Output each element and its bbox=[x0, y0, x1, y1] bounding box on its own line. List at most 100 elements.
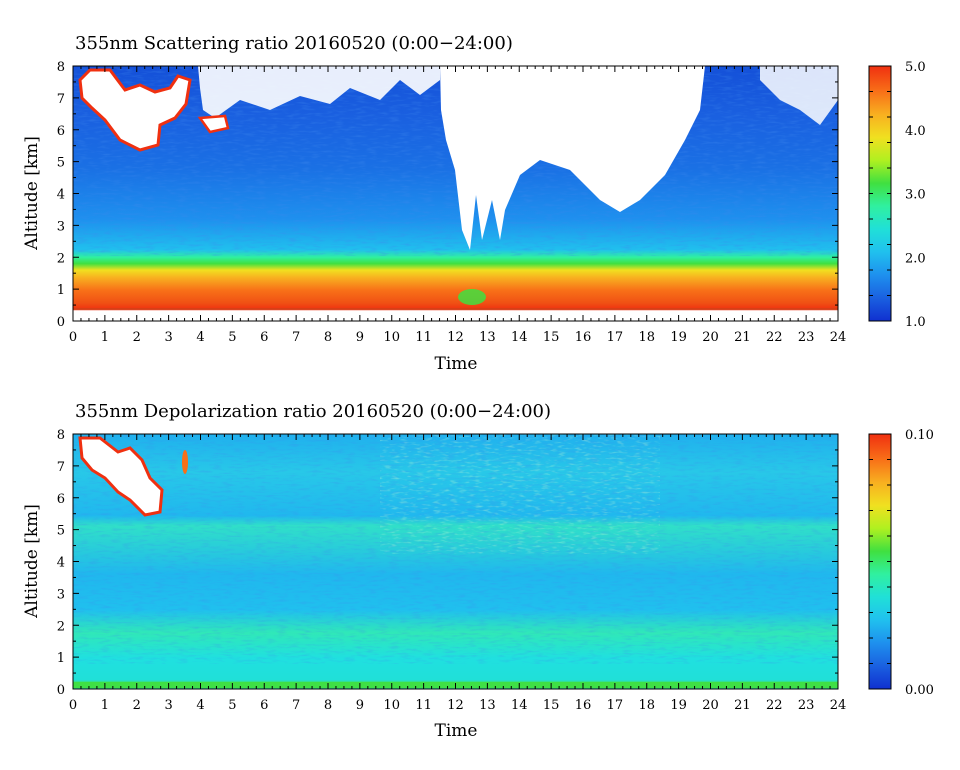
y-tick-label: 7 bbox=[57, 92, 65, 107]
x-tick-label: 16 bbox=[575, 330, 592, 345]
x-tick-label: 21 bbox=[734, 698, 751, 713]
x-tick-label: 17 bbox=[607, 330, 624, 345]
scattering-ratio-panel: 355nm Scattering ratio 20160520 (0:00−24… bbox=[22, 33, 926, 374]
cloud-feature bbox=[197, 114, 230, 134]
depolarization-heatmap bbox=[73, 434, 838, 689]
y-tick-label: 8 bbox=[57, 60, 65, 75]
colorbar-label: 0.10 bbox=[905, 428, 934, 443]
cloud-feature bbox=[78, 68, 192, 152]
x-tick-label: 3 bbox=[164, 698, 172, 713]
x-tick-label: 23 bbox=[798, 330, 815, 345]
x-tick-label: 0 bbox=[69, 698, 77, 713]
x-tick-label: 19 bbox=[670, 330, 687, 345]
x-tick-label: 24 bbox=[830, 330, 847, 345]
y-tick-label: 8 bbox=[57, 428, 65, 443]
y-tick-label: 6 bbox=[57, 124, 65, 139]
cloud-feature bbox=[182, 450, 188, 474]
y-axis-ticks: 0 1 2 3 4 5 6 7 8 bbox=[57, 428, 838, 698]
x-tick-label: 19 bbox=[670, 698, 687, 713]
x-tick-label: 11 bbox=[415, 698, 432, 713]
x-tick-label: 1 bbox=[101, 698, 109, 713]
x-tick-label: 4 bbox=[196, 330, 204, 345]
y-tick-label: 4 bbox=[57, 188, 65, 203]
colorbar-ticks: 5.0 4.0 3.0 2.0 1.0 bbox=[869, 60, 926, 330]
x-tick-label: 17 bbox=[607, 698, 624, 713]
x-axis-label: Time bbox=[435, 721, 478, 741]
colorbar-label: 0.00 bbox=[905, 683, 934, 698]
cloud-free-gap bbox=[198, 66, 440, 118]
y-tick-label: 2 bbox=[57, 619, 65, 634]
y-tick-label: 5 bbox=[57, 156, 65, 171]
colorbar-label: 3.0 bbox=[905, 188, 926, 203]
chart-title-scattering: 355nm Scattering ratio 20160520 (0:00−24… bbox=[75, 33, 513, 54]
x-tick-label: 5 bbox=[228, 330, 236, 345]
y-tick-label: 4 bbox=[57, 556, 65, 571]
x-tick-label: 8 bbox=[324, 698, 332, 713]
x-tick-label: 14 bbox=[511, 330, 528, 345]
x-tick-label: 9 bbox=[356, 698, 364, 713]
x-tick-label: 20 bbox=[702, 698, 719, 713]
x-tick-label: 16 bbox=[575, 698, 592, 713]
y-axis-label: Altitude [km] bbox=[22, 504, 42, 619]
x-tick-label: 18 bbox=[638, 330, 655, 345]
y-tick-label: 7 bbox=[57, 460, 65, 475]
x-tick-label: 22 bbox=[766, 330, 783, 345]
x-tick-label: 7 bbox=[292, 698, 300, 713]
y-tick-label: 1 bbox=[57, 651, 65, 666]
y-tick-label: 5 bbox=[57, 524, 65, 539]
x-tick-label: 11 bbox=[415, 330, 432, 345]
cloud-feature bbox=[78, 436, 164, 517]
x-tick-label: 0 bbox=[69, 330, 77, 345]
midday-gap bbox=[440, 66, 705, 250]
x-tick-label: 23 bbox=[798, 698, 815, 713]
x-axis-ticks: 0 1 2 3 4 5 6 7 8 9 10 11 12 13 14 15 16 17 18 19 20 21 22 23 24 bbox=[69, 66, 846, 345]
y-axis-ticks: 0 1 2 3 4 5 6 7 8 bbox=[57, 60, 838, 330]
x-tick-label: 20 bbox=[702, 330, 719, 345]
x-tick-label: 22 bbox=[766, 698, 783, 713]
x-tick-label: 13 bbox=[479, 698, 496, 713]
colorbar-label: 1.0 bbox=[905, 315, 926, 330]
x-tick-label: 12 bbox=[447, 330, 464, 345]
x-tick-label: 2 bbox=[133, 698, 141, 713]
colorbar-label: 5.0 bbox=[905, 60, 926, 75]
y-tick-label: 0 bbox=[57, 683, 65, 698]
x-tick-label: 5 bbox=[228, 698, 236, 713]
x-tick-label: 24 bbox=[830, 698, 847, 713]
scattering-heatmap bbox=[73, 66, 838, 321]
x-tick-label: 6 bbox=[260, 330, 268, 345]
y-tick-label: 0 bbox=[57, 315, 65, 330]
colorbar-label: 2.0 bbox=[905, 251, 926, 266]
noon-dip bbox=[458, 289, 486, 305]
x-tick-label: 2 bbox=[133, 330, 141, 345]
x-tick-label: 3 bbox=[164, 330, 172, 345]
y-tick-label: 3 bbox=[57, 219, 65, 234]
x-tick-label: 15 bbox=[543, 698, 560, 713]
y-tick-label: 3 bbox=[57, 587, 65, 602]
y-axis-label: Altitude [km] bbox=[22, 136, 42, 251]
depolarization-ratio-panel: 355nm Depolarization ratio 20160520 (0:0… bbox=[22, 401, 934, 741]
chart-title-depolarization: 355nm Depolarization ratio 20160520 (0:0… bbox=[75, 401, 551, 422]
x-axis-ticks: 0 1 2 3 4 5 6 7 8 9 10 11 12 13 14 15 16 17 18 19 20 21 22 23 24 bbox=[69, 434, 846, 713]
y-tick-label: 2 bbox=[57, 251, 65, 266]
x-tick-label: 12 bbox=[447, 698, 464, 713]
x-tick-label: 15 bbox=[543, 330, 560, 345]
heatmap-speckle bbox=[380, 434, 660, 554]
x-tick-label: 9 bbox=[356, 330, 364, 345]
y-tick-label: 6 bbox=[57, 492, 65, 507]
x-tick-label: 13 bbox=[479, 330, 496, 345]
x-axis-label: Time bbox=[435, 354, 478, 374]
x-tick-label: 4 bbox=[196, 698, 204, 713]
cloud-free-gap bbox=[760, 66, 838, 125]
y-tick-label: 1 bbox=[57, 283, 65, 298]
x-tick-label: 10 bbox=[383, 330, 400, 345]
x-tick-label: 7 bbox=[292, 330, 300, 345]
x-tick-label: 21 bbox=[734, 330, 751, 345]
x-tick-label: 10 bbox=[383, 698, 400, 713]
x-tick-label: 1 bbox=[101, 330, 109, 345]
colorbar-label: 4.0 bbox=[905, 124, 926, 139]
x-tick-label: 14 bbox=[511, 698, 528, 713]
x-tick-label: 8 bbox=[324, 330, 332, 345]
x-tick-label: 6 bbox=[260, 698, 268, 713]
colorbar-ticks: 0.10 0.00 bbox=[869, 428, 934, 698]
